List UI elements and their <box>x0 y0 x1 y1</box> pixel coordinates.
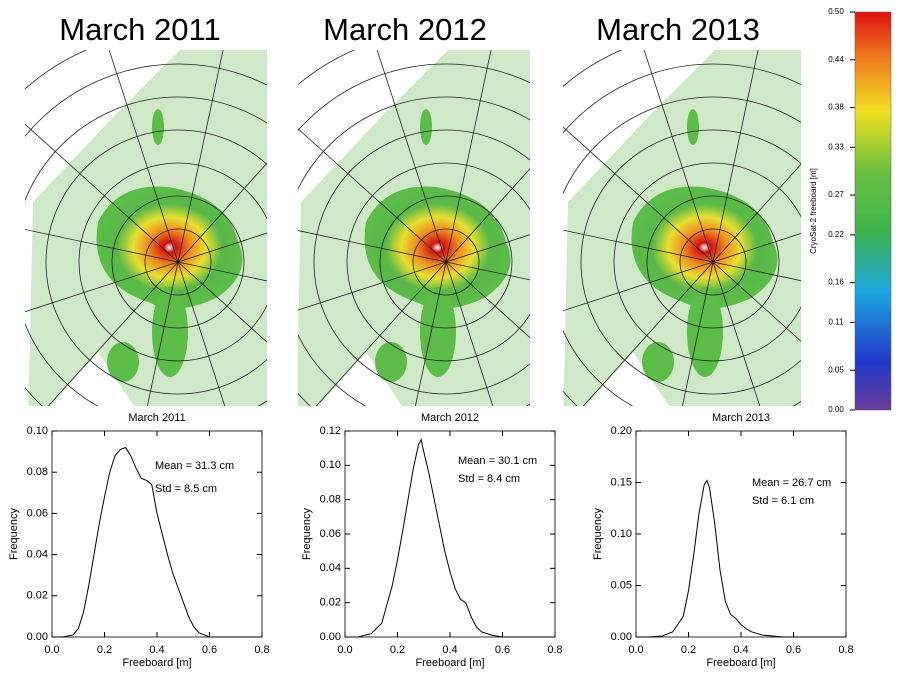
y-tick-label: 0.20 <box>611 425 632 437</box>
map-title: March 2012 <box>323 12 487 47</box>
figure: March 2011 March 2012 March 2013 0.00 0.05 0.… <box>0 0 898 677</box>
data-line <box>636 480 846 637</box>
colorbar-tick-label: 0.16 <box>828 278 844 287</box>
y-tick-label: 0.04 <box>27 549 48 561</box>
y-tick-label: 0.00 <box>611 631 632 643</box>
x-tick-label: 0.2 <box>390 644 405 656</box>
x-tick-label: 0.4 <box>149 644 164 656</box>
annotation: Mean = 26.7 cm <box>752 477 831 489</box>
y-tick-label: 0.12 <box>320 425 341 437</box>
x-axis-label: Freeboard [m] <box>706 657 775 669</box>
y-axis-label: Frequency <box>592 508 604 560</box>
chart-title: March 2012 <box>421 412 479 424</box>
colorbar-tick-label: 0.22 <box>828 230 844 239</box>
x-tick-label: 0.0 <box>628 644 643 656</box>
y-tick-label: 0.10 <box>611 528 632 540</box>
map-title: March 2011 <box>59 12 220 47</box>
y-tick-label: 0.15 <box>611 476 632 488</box>
x-tick-label: 0.6 <box>786 644 801 656</box>
x-tick-label: 0.2 <box>97 644 112 656</box>
annotation: Mean = 30.1 cm <box>458 455 537 467</box>
y-tick-label: 0.08 <box>27 466 48 478</box>
annotation: Std = 8.5 cm <box>155 483 217 495</box>
x-tick-label: 0.0 <box>44 644 59 656</box>
colorbar-tick-label: 0.05 <box>828 365 844 374</box>
colorbar-tick-label: 0.38 <box>828 103 844 112</box>
y-tick-label: 0.08 <box>320 494 341 506</box>
y-tick-label: 0.05 <box>611 579 632 591</box>
annotation: Std = 6.1 cm <box>752 495 814 507</box>
ice <box>420 109 432 145</box>
y-tick-label: 0.04 <box>320 562 341 574</box>
chart-title: March 2013 <box>712 412 770 424</box>
y-tick-label: 0.00 <box>27 631 48 643</box>
map-title: March 2013 <box>596 12 760 47</box>
x-tick-label: 0.8 <box>838 644 853 656</box>
colorbar <box>855 12 891 410</box>
y-axis-label: Frequency <box>8 508 20 560</box>
colorbar-tick-label: 0.33 <box>828 142 844 151</box>
x-tick-label: 0.4 <box>442 644 457 656</box>
y-tick-label: 0.10 <box>320 459 341 471</box>
data-line <box>52 447 262 637</box>
annotation: Std = 8.4 cm <box>458 473 520 485</box>
colorbar-tick-label: 0.11 <box>829 318 845 327</box>
x-axis-label: Freeboard [m] <box>415 657 484 669</box>
x-tick-label: 0.2 <box>681 644 696 656</box>
ice <box>152 109 164 145</box>
plot-frame <box>636 431 846 637</box>
y-axis-label: Frequency <box>301 508 313 560</box>
chart-title: March 2011 <box>128 412 185 424</box>
y-tick-label: 0.02 <box>27 590 48 602</box>
colorbar-tick-label: 0.44 <box>828 55 844 64</box>
y-tick-label: 0.06 <box>27 507 48 519</box>
x-tick-label: 0.4 <box>733 644 748 656</box>
x-tick-label: 0.6 <box>202 644 217 656</box>
x-tick-label: 0.8 <box>547 644 562 656</box>
annotation: Mean = 31.3 cm <box>155 460 234 472</box>
colorbar-tick-label: 0.27 <box>828 190 844 199</box>
colorbar-tick-label: 0.50 <box>828 7 844 16</box>
ice <box>687 109 699 145</box>
colorbar-tick-label: 0.00 <box>828 405 844 414</box>
data-line <box>345 440 555 637</box>
y-tick-label: 0.00 <box>320 631 341 643</box>
x-tick-label: 0.0 <box>337 644 352 656</box>
x-tick-label: 0.6 <box>495 644 510 656</box>
x-tick-label: 0.8 <box>254 644 269 656</box>
y-tick-label: 0.02 <box>320 597 341 609</box>
y-tick-label: 0.06 <box>320 528 341 540</box>
colorbar-label: CryoSat-2 freeboard [m] <box>809 168 818 254</box>
y-tick-label: 0.10 <box>27 425 48 437</box>
x-axis-label: Freeboard [m] <box>122 657 191 669</box>
